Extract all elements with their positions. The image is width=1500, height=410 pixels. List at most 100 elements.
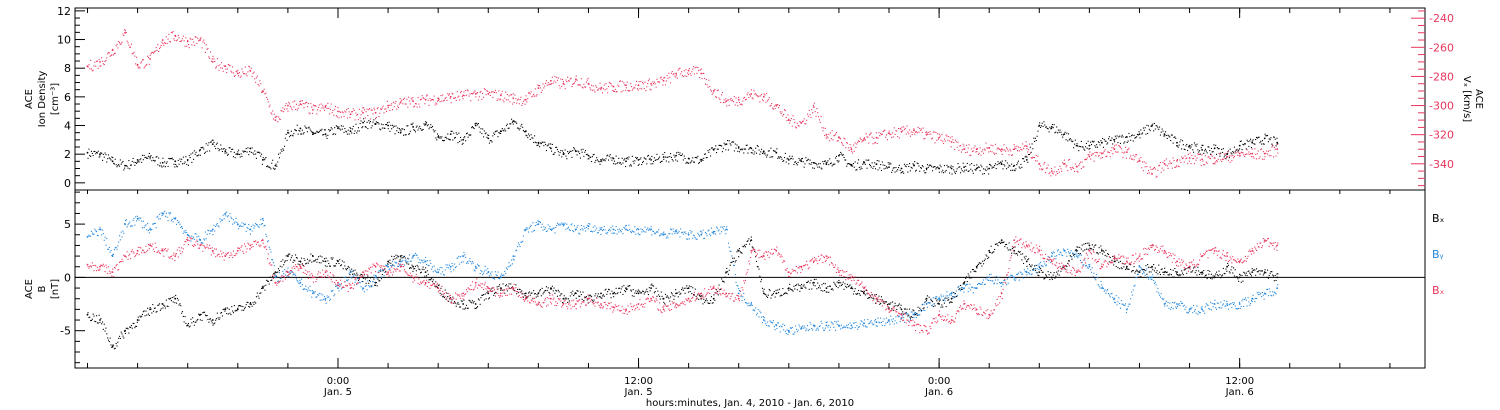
Bx-point-sample <box>246 301 248 303</box>
vx-point-sample <box>706 84 708 86</box>
density-point-sample <box>401 128 403 130</box>
Bx-point-point <box>988 249 991 252</box>
Bx-point-sample <box>599 295 601 297</box>
density-point-sample <box>1170 134 1172 136</box>
vx-point-sample <box>885 136 887 138</box>
density-point-sample <box>628 156 630 158</box>
density-point-sample <box>699 161 701 163</box>
Bx-point-sample <box>334 265 336 267</box>
vx-point-sample <box>275 116 277 118</box>
Bx-point-sample <box>949 301 951 303</box>
Bx-point-sample <box>885 301 887 303</box>
Bx-point-sample <box>539 290 541 292</box>
density-point-sample <box>283 149 285 151</box>
density-point-sample <box>415 126 417 128</box>
density-point-sample <box>1048 131 1050 133</box>
density-point-sample <box>1055 131 1057 133</box>
density-point-sample <box>669 156 671 158</box>
By-point-sample <box>97 235 99 237</box>
vx-point-sample <box>634 87 636 89</box>
vx-point-sample <box>720 101 722 103</box>
Bx-point-sample <box>1207 270 1209 272</box>
Bx-point-sample <box>601 297 603 299</box>
vx-point-point <box>324 106 327 108</box>
density-point-sample <box>517 127 519 129</box>
vx-point-sample <box>1120 148 1122 150</box>
vx-point-sample <box>904 127 906 129</box>
density-point-sample <box>297 133 299 135</box>
By-point-sample <box>170 220 172 222</box>
vx-point-sample <box>966 151 968 153</box>
Bx-point-sample <box>195 321 197 323</box>
density-point-sample <box>876 160 878 162</box>
Bx-point-sample <box>518 288 520 290</box>
vx-point-sample <box>1033 156 1035 158</box>
vx-point-sample <box>583 83 585 85</box>
density-point-sample <box>1172 142 1174 144</box>
By-point-point <box>787 329 790 332</box>
vx-point-sample <box>704 77 706 79</box>
density-point-sample <box>301 133 303 135</box>
density-point-point <box>312 131 314 134</box>
vx-point-sample <box>329 113 331 115</box>
vx-point-sample <box>391 103 393 105</box>
vx-point-sample <box>1234 152 1236 154</box>
Bx-point-sample <box>824 283 826 285</box>
Bx-point-sample <box>297 263 299 265</box>
Bx-point-sample <box>1099 252 1101 254</box>
Bx-point-sample <box>892 301 894 303</box>
density-point-sample <box>704 153 706 155</box>
density-point-sample <box>955 170 957 172</box>
density-point-sample <box>210 141 212 143</box>
Bx-point-sample <box>626 288 628 290</box>
density-point-sample <box>1098 142 1100 144</box>
By-point-sample <box>118 241 120 243</box>
vx-point-sample <box>471 93 473 95</box>
Bx-point-sample <box>266 279 268 281</box>
Bx-point-sample <box>854 288 856 290</box>
Bx-point-sample <box>556 295 558 297</box>
density-point-sample <box>596 159 598 161</box>
density-point-sample <box>413 129 415 131</box>
Bx-point-sample <box>251 305 253 307</box>
Bx-point-sample <box>375 282 377 284</box>
vx-point-sample <box>444 98 446 100</box>
density-point-sample <box>1047 128 1049 130</box>
vx-point-sample <box>208 56 210 58</box>
By-point-point <box>499 276 502 279</box>
Bx-point-sample <box>1087 248 1089 250</box>
density-point-sample <box>500 130 502 132</box>
density-point-sample <box>1180 139 1182 141</box>
Bx-point-sample <box>330 257 332 259</box>
vx-point-sample <box>403 97 405 99</box>
density-point-sample <box>1142 127 1144 129</box>
density-point-sample <box>461 143 463 145</box>
vx-point-sample <box>218 69 220 71</box>
density-point-sample <box>472 127 474 129</box>
vx-point-sample <box>992 145 994 147</box>
density-point-sample <box>1068 133 1070 135</box>
left-tick-label: 4 <box>64 120 71 133</box>
density-point-sample <box>1195 145 1197 147</box>
density-point-point <box>625 160 627 163</box>
Bx-point-sample <box>950 301 952 303</box>
Bx-point-sample <box>236 310 238 312</box>
vx-point-sample <box>445 96 447 98</box>
density-point-sample <box>181 163 183 165</box>
Bx-point-sample <box>814 285 816 287</box>
vx-point-sample <box>562 81 564 83</box>
vx-point-sample <box>947 139 949 141</box>
Bx-point-point <box>412 265 414 268</box>
vx-point-sample <box>367 115 369 117</box>
density-point-sample <box>893 167 895 169</box>
density-point-sample <box>103 156 105 158</box>
vx-point-sample <box>792 115 794 117</box>
Bx-point-sample <box>484 293 486 295</box>
density-point-sample <box>927 166 929 168</box>
vx-point-sample <box>393 106 395 108</box>
vx-point-sample <box>1157 169 1159 171</box>
Bx-point-sample <box>692 287 694 289</box>
Bx-point-sample <box>1253 269 1255 271</box>
density-point-point <box>550 147 552 150</box>
Bx-point-sample <box>579 295 581 297</box>
